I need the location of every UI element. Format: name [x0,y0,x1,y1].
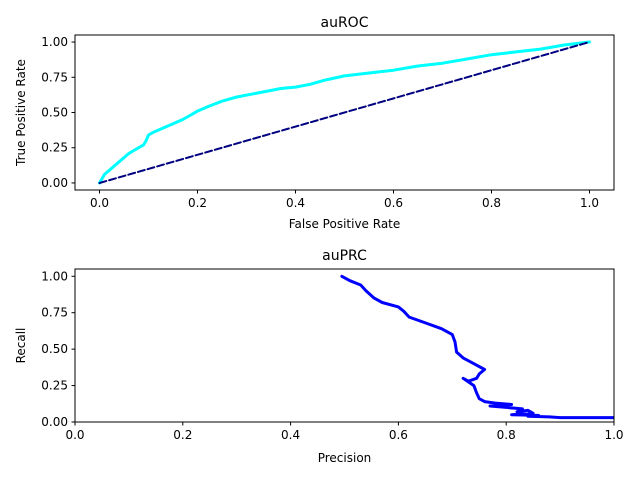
auroc-series-layer [98,40,591,185]
auroc-x-tick-label: 0.4 [286,196,305,210]
auroc-x-ticks: 0.0 0.2 0.4 0.6 0.8 1.0 [90,190,599,210]
auroc-y-ticks: 0.00 0.25 0.50 0.75 1.00 [41,35,75,190]
auprc-y-tick-label: 0.50 [41,342,68,356]
auprc-x-tick-label: 0.0 [65,428,84,442]
auprc-y-tick-label: 0.25 [41,379,68,393]
auroc-series-line-0 [98,40,591,185]
auprc-series-line-0 [340,274,614,420]
auprc-x-tick-label: 0.6 [389,428,408,442]
auprc-series-layer [340,274,614,420]
auroc-title: auROC [321,15,369,31]
auroc-chart: auROC 0.0 0.2 0.4 0.6 0.8 1.0 0.00 0.25 0.50 0.7… [14,15,615,231]
auprc-y-axis-label: Recall [14,328,28,364]
auprc-x-tick-label: 1.0 [604,428,623,442]
auprc-y-tick-label: 0.00 [41,415,68,429]
auroc-x-tick-label: 1.0 [580,196,599,210]
auroc-y-tick-label: 0.75 [41,70,68,84]
auroc-y-axis-label: True Positive Rate [14,59,28,167]
auroc-x-tick-label: 0.6 [384,196,403,210]
auprc-axes-frame [74,268,615,423]
auroc-y-tick-label: 0.00 [41,176,68,190]
auprc-title: auPRC [322,248,367,264]
auroc-x-tick-label: 0.0 [90,196,109,210]
auroc-y-tick-label: 0.25 [41,141,68,155]
auroc-x-axis-label: False Positive Rate [289,217,401,231]
auprc-chart: auPRC 0.0 0.2 0.4 0.6 0.8 1.0 0.00 0.25 0.50 0.7… [14,248,624,465]
auprc-y-ticks: 0.00 0.25 0.50 0.75 1.00 [41,269,75,429]
auprc-x-axis-label: Precision [318,451,372,465]
auprc-x-ticks: 0.0 0.2 0.4 0.6 0.8 1.0 [65,422,624,442]
auroc-series-line-1 [98,41,591,184]
auprc-x-tick-label: 0.4 [281,428,300,442]
auprc-y-tick-label: 1.00 [41,269,68,283]
auprc-y-tick-label: 0.75 [41,306,68,320]
auroc-y-tick-label: 1.00 [41,35,68,49]
auroc-x-tick-label: 0.2 [188,196,207,210]
auroc-y-tick-label: 0.50 [41,106,68,120]
auprc-x-tick-label: 0.8 [497,428,516,442]
auprc-x-tick-label: 0.2 [173,428,192,442]
auroc-x-tick-label: 0.8 [482,196,501,210]
